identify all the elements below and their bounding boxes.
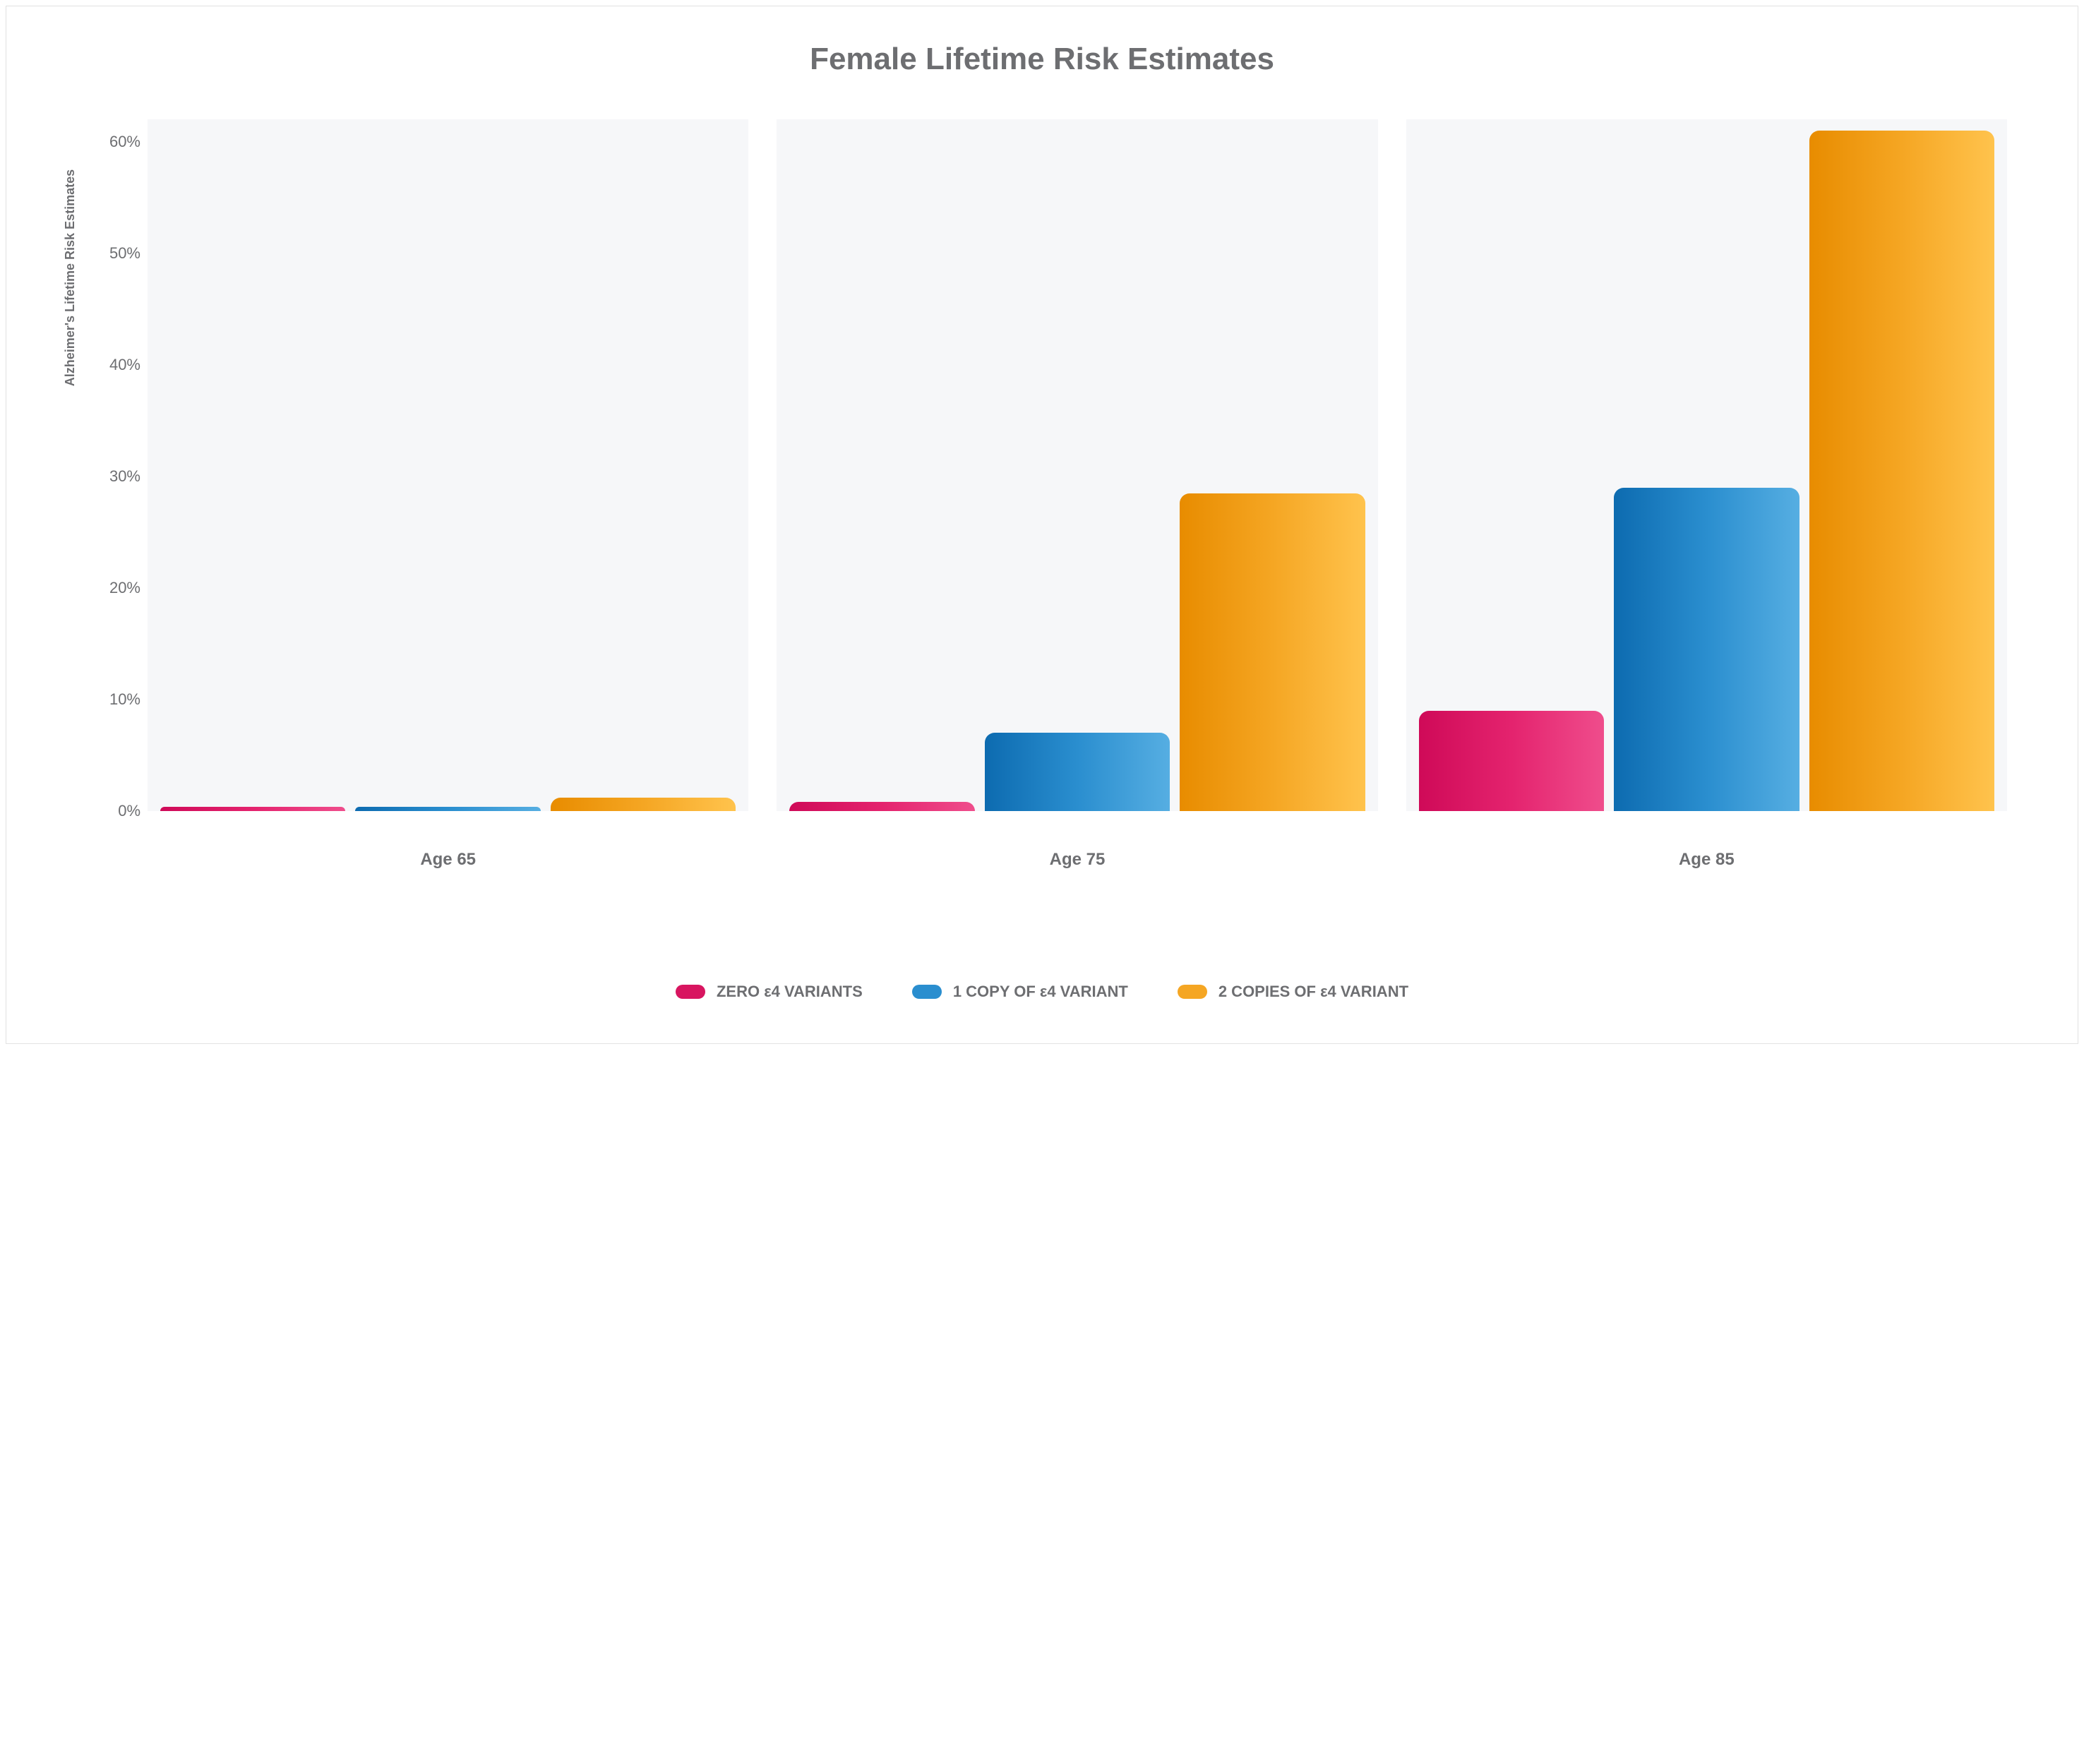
bar-group (148, 119, 748, 811)
x-tick-label: Age 75 (777, 811, 1377, 870)
legend-label: 1 COPY OF ε4 VARIANT (953, 983, 1128, 1001)
legend-label: 2 COPIES OF ε4 VARIANT (1218, 983, 1408, 1001)
legend-item: ZERO ε4 VARIANTS (676, 983, 863, 1001)
legend-swatch (1178, 985, 1207, 999)
x-tick-label: Age 85 (1406, 811, 2007, 870)
x-tick-label: Age 65 (148, 811, 748, 870)
y-tick-label: 60% (98, 133, 140, 151)
y-tick-label: 20% (98, 579, 140, 597)
legend: ZERO ε4 VARIANTS 1 COPY OF ε4 VARIANT 2 CO… (49, 983, 2035, 1001)
legend-item: 2 COPIES OF ε4 VARIANT (1178, 983, 1408, 1001)
x-axis-labels: Age 65 Age 75 Age 85 (148, 811, 2007, 870)
y-tick-label: 50% (98, 244, 140, 263)
bar-groups (148, 119, 2007, 811)
bar (551, 798, 736, 811)
bar (160, 807, 345, 811)
y-axis-title: Alzheimer's Lifetime Risk Estimates (63, 169, 78, 385)
bar-group (777, 119, 1377, 811)
bar-group (1406, 119, 2007, 811)
legend-label: ZERO ε4 VARIANTS (717, 983, 863, 1001)
legend-swatch (912, 985, 942, 999)
plot-area: 0%10%20%30%40%50%60% (148, 119, 2007, 811)
y-tick-label: 40% (98, 356, 140, 374)
legend-item: 1 COPY OF ε4 VARIANT (912, 983, 1128, 1001)
bar (1809, 131, 1994, 811)
bar (789, 802, 974, 811)
y-tick-label: 30% (98, 467, 140, 486)
bar (1614, 488, 1799, 811)
bar (1180, 493, 1365, 811)
chart-area: Alzheimer's Lifetime Risk Estimates 0%10… (148, 119, 2007, 870)
y-tick-label: 0% (98, 802, 140, 820)
legend-swatch (676, 985, 705, 999)
chart-frame: Female Lifetime Risk Estimates Alzheimer… (6, 6, 2078, 1044)
bar (985, 733, 1170, 811)
bar (1419, 711, 1604, 811)
bar (355, 807, 540, 811)
y-tick-label: 10% (98, 690, 140, 709)
chart-title: Female Lifetime Risk Estimates (49, 42, 2035, 77)
